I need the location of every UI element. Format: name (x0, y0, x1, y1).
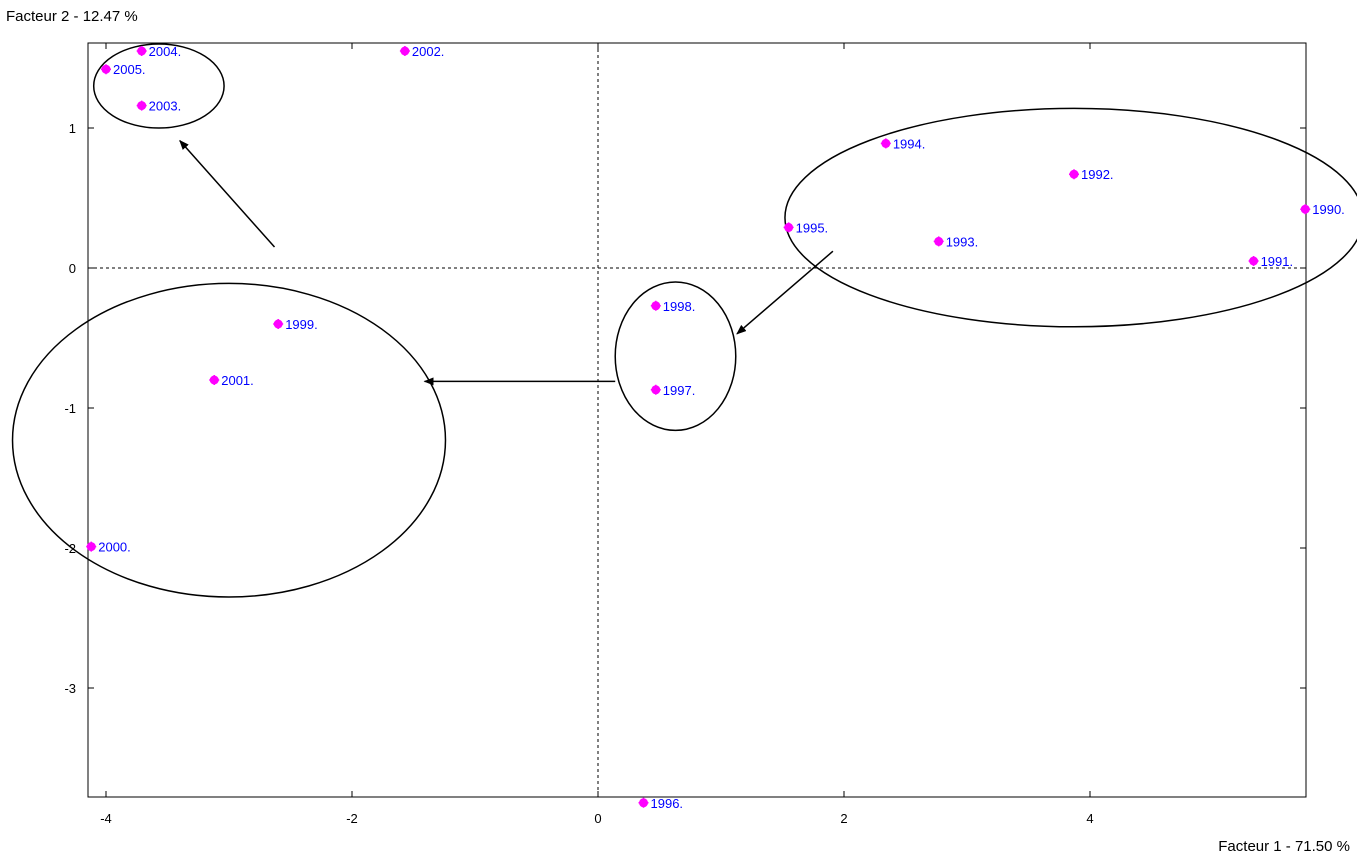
point-marker-cross (650, 384, 661, 395)
point-label: 1994. (893, 136, 926, 151)
point-1995: 1995. (783, 220, 829, 235)
point-1992: 1992. (1069, 167, 1114, 182)
point-1994: 1994. (880, 136, 926, 151)
data-points: 1990. 1991. 1992. 1993. 1994. 1995. 1996. 1997.… (86, 44, 1345, 811)
point-marker-cross (1069, 169, 1080, 180)
point-marker-cross (273, 319, 284, 329)
point-2002: 2002. (399, 44, 445, 59)
arrow-to-2003-2005 (179, 139, 276, 248)
point-marker-cross (101, 64, 111, 75)
point-label: 1991. (1261, 254, 1294, 269)
point-label: 1992. (1081, 167, 1114, 182)
arrow-to-1997-1998 (736, 250, 834, 335)
trend-arrows (179, 139, 834, 386)
ellipse-cluster-2003-2005 (92, 43, 225, 129)
point-1998: 1998. (650, 299, 696, 314)
point-marker-cross (933, 236, 944, 247)
point-marker-cross (136, 46, 147, 56)
point-label: 2005. (113, 62, 146, 77)
point-marker-cross (399, 46, 410, 56)
point-marker-cross (783, 222, 794, 233)
point-1990: 1990. (1300, 202, 1345, 217)
point-label: 1995. (796, 220, 829, 235)
x-tick-label: -2 (346, 811, 358, 826)
point-2003: 2003. (136, 99, 182, 114)
point-marker-cross (880, 138, 891, 149)
plot-frame (87, 42, 1307, 798)
x-tick-label: 4 (1086, 811, 1093, 826)
ellipse-cluster-1990-1995 (784, 107, 1357, 328)
point-2001: 2001. (209, 373, 254, 388)
x-axis-title: Facteur 1 - 71.50 % (1218, 838, 1350, 855)
point-1991: 1991. (1248, 254, 1294, 269)
ellipse-cluster-1999-2001 (11, 282, 447, 598)
point-2005: 2005. (101, 62, 146, 77)
point-marker-cross (86, 541, 97, 552)
point-1996: 1996. (638, 796, 684, 811)
point-marker-cross (209, 375, 220, 385)
y-axis-title: Facteur 2 - 12.47 % (6, 8, 138, 25)
y-tick-label: 0 (69, 261, 76, 276)
y-tick-label: -3 (64, 681, 76, 696)
point-label: 1999. (285, 317, 318, 332)
point-marker-cross (1248, 256, 1259, 266)
point-label: 1998. (663, 299, 696, 314)
point-label: 2001. (221, 373, 254, 388)
point-label: 1996. (651, 796, 684, 811)
point-1993: 1993. (933, 234, 979, 249)
point-label: 1993. (946, 234, 979, 249)
point-marker-cross (638, 797, 649, 808)
ellipse-cluster-1997-1998 (614, 281, 737, 432)
y-tick-label: -2 (64, 541, 76, 556)
point-marker-cross (136, 100, 147, 111)
x-tick-label: -4 (100, 811, 112, 826)
x-tick-label: 0 (594, 811, 601, 826)
point-marker-cross (650, 300, 661, 311)
y-tick-label: -1 (64, 401, 76, 416)
y-tick-label: 1 (69, 121, 76, 136)
point-label: 2004. (149, 44, 182, 59)
point-label: 2000. (98, 540, 131, 555)
point-label: 2002. (412, 44, 445, 59)
point-label: 1990. (1312, 202, 1345, 217)
point-1999: 1999. (273, 317, 318, 332)
point-label: 2003. (149, 99, 182, 114)
point-2004: 2004. (136, 44, 182, 59)
reference-lines (88, 43, 1306, 797)
point-2000: 2000. (86, 540, 131, 555)
axis-ticks: -4 -2 0 2 4 1 0 -1 -2 -3 (64, 43, 1306, 826)
x-tick-label: 2 (840, 811, 847, 826)
point-marker-cross (1300, 204, 1311, 215)
point-1997: 1997. (650, 383, 696, 398)
cluster-ellipses (11, 43, 1357, 598)
point-label: 1997. (663, 383, 696, 398)
